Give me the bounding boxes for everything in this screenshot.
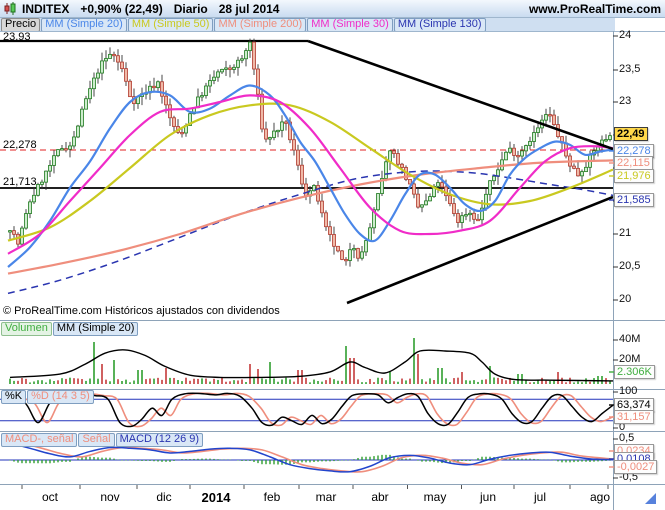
price-ma-value-tag: 21,585: [614, 193, 654, 207]
month-label: nov: [100, 490, 120, 504]
price-axis-tick: 21: [619, 227, 632, 239]
support-line-label: 21,713: [3, 176, 37, 188]
price-ma-value-tag: 22,115: [614, 156, 653, 170]
title-bar: INDITEX +0,90% (22,49) Diario 28 jul 201…: [0, 0, 665, 18]
month-label: feb: [263, 490, 281, 504]
legend-chip-%k[interactable]: %K: [1, 390, 27, 404]
month-label: jun: [479, 490, 497, 504]
volume-legend: Volumen MM (Simple 20): [1, 322, 139, 336]
stochastic-value-tag: 31,157: [614, 410, 654, 424]
price-axis-tick: 24: [619, 29, 632, 41]
legend-chip-volumen[interactable]: Volumen: [1, 322, 52, 336]
stochastic-legend: %K %D (14 3 5): [1, 390, 94, 404]
month-label: oct: [41, 490, 59, 504]
stochastic-axis-tick: 0: [619, 421, 626, 433]
month-label: dic: [156, 490, 172, 504]
price-ma-value-tag: 21,976: [614, 169, 654, 183]
price-axis-tick: 20: [619, 293, 632, 305]
month-label: mar: [315, 490, 337, 504]
stochastic-axis-tick: 100: [619, 385, 638, 397]
macd-legend: MACD-, señal Señal MACD (12 26 9): [1, 433, 204, 447]
macd-axis-tick: 0,5: [619, 432, 635, 444]
month-label: may: [423, 490, 447, 504]
price-ma-chips: MM (Simple 20) MM (Simple 50) MM (Simple 2…: [41, 17, 486, 32]
price-axis-tick: 23,5: [619, 63, 641, 75]
volume-axis-tick: 40M: [619, 333, 641, 345]
candlestick-icon: [4, 2, 16, 15]
high-line-label: 23,93: [3, 31, 31, 43]
watermark: © ProRealTime.com Históricos ajustados c…: [3, 305, 280, 317]
macd-value-tag: -0,0027: [614, 460, 658, 474]
month-label: 2014: [201, 490, 231, 505]
legend-chip-macd-12-26-9-[interactable]: MACD (12 26 9): [115, 433, 204, 447]
price-axis-tick: 20,5: [619, 260, 641, 272]
timeframe-label: Diario: [173, 1, 208, 16]
website-link[interactable]: www.ProRealTime.com: [528, 1, 661, 16]
last-price-tag: 22,49: [614, 127, 648, 141]
resistance-line-label: 22,278: [3, 139, 37, 151]
legend-chip-mm-simple-20-[interactable]: MM (Simple 20): [52, 322, 139, 336]
price-axis-tick: 23: [619, 95, 632, 107]
month-label: abr: [371, 490, 389, 504]
legend-chip-macd-se-al[interactable]: MACD-, señal: [1, 433, 78, 447]
volume-axis-tick: 20M: [619, 353, 641, 365]
macd-axis-tick: -0,5: [619, 471, 638, 483]
corner-logo-icon[interactable]: [644, 492, 658, 505]
date-label: 28 jul 2014: [218, 1, 280, 16]
month-label: ago: [589, 490, 611, 504]
instrument-name: INDITEX: [22, 1, 70, 16]
price-change: +0,90% (22,49): [80, 1, 163, 16]
volume-value-tag: 2.306K: [614, 365, 655, 379]
legend-chip-%d-14-3-5-[interactable]: %D (14 3 5): [27, 390, 94, 404]
legend-chip-se-al[interactable]: Señal: [78, 433, 115, 447]
month-label: jul: [533, 490, 547, 504]
